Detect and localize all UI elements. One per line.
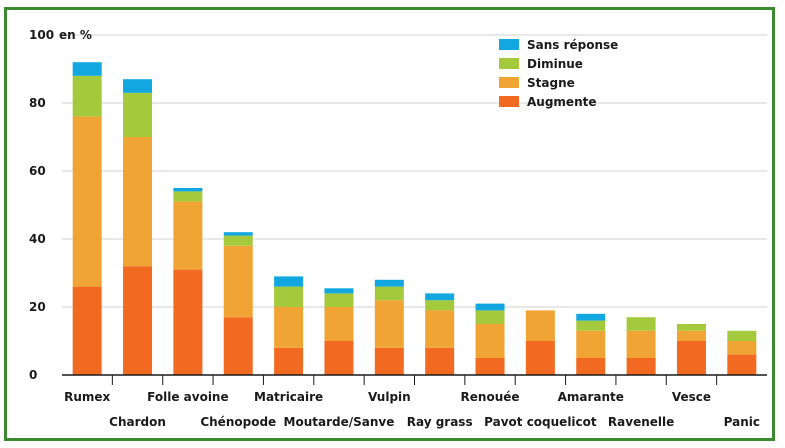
bar-segment [72, 116, 102, 287]
axes: 0 20 40 60 80 100 Rumex Chardon Folle avoine Chén… [29, 28, 767, 429]
bar-segment [676, 330, 706, 341]
bar-segment [525, 341, 555, 375]
bar-segment [324, 288, 354, 294]
bar-segment [626, 358, 656, 375]
x-tick-label: Chardon [109, 415, 166, 429]
bar-segment [374, 300, 404, 348]
bar-segment [576, 320, 606, 331]
y-tick-label: 40 [29, 232, 46, 246]
bar-segment [324, 307, 354, 341]
legend-swatch [499, 96, 519, 107]
x-tick-label: Rumex [64, 390, 110, 404]
x-tick-label: Renouée [461, 390, 520, 404]
x-tick-label: Chénopode [200, 415, 276, 429]
bar-segment [173, 269, 203, 375]
bar-segment [324, 341, 354, 375]
bar-segment [274, 276, 304, 287]
bar-segment [123, 79, 153, 93]
bar-segment [525, 310, 555, 341]
x-tick-label: Panic [724, 415, 760, 429]
x-tick-label: Pavot coquelicot [484, 415, 597, 429]
bar-segment [274, 307, 304, 348]
bar-segment [123, 92, 153, 137]
bar-segment [374, 286, 404, 301]
bar-segment [72, 62, 102, 76]
x-tick-label: Ray grass [407, 415, 473, 429]
legend-label: Diminue [527, 57, 583, 71]
bar-segment [576, 313, 606, 321]
y-tick-label: 100 [29, 28, 54, 42]
bar-segment [173, 191, 203, 202]
x-tick-label: Ravenelle [608, 415, 674, 429]
bar-segment [425, 293, 455, 301]
x-tick-label: Vesce [672, 390, 711, 404]
x-tick-label: Folle avoine [147, 390, 228, 404]
bar-segment [576, 358, 606, 375]
legend: Sans réponse Diminue Stagne Augmente [499, 38, 618, 109]
bar-segment [173, 188, 203, 192]
y-tick-label: 0 [29, 368, 37, 382]
bar-segment [626, 317, 656, 331]
bar-segment [173, 201, 203, 270]
bar-segment [626, 330, 656, 358]
bar-segment [475, 303, 505, 311]
bar-segment [72, 75, 102, 117]
stacked-bar-chart: 0 20 40 60 80 100 Rumex Chardon Folle avoine Chén… [29, 28, 767, 429]
bar-segment [123, 137, 153, 267]
x-tick-label: Vulpin [368, 390, 411, 404]
bar-segment [223, 317, 253, 375]
bar-segment [425, 347, 455, 375]
bar-segment [72, 286, 102, 375]
y-unit-label: en % [59, 28, 92, 42]
bar-segment [223, 245, 253, 318]
legend-label: Augmente [527, 95, 596, 109]
y-tick-label: 20 [29, 300, 46, 314]
y-tick-label: 60 [29, 164, 46, 178]
legend-swatch [499, 39, 519, 50]
bar-segment [727, 354, 757, 375]
bar-segment [425, 300, 455, 311]
bar-segment [576, 330, 606, 358]
bar-segment [274, 286, 304, 307]
gridlines [62, 34, 767, 308]
legend-label: Stagne [527, 76, 575, 90]
bar-segment [324, 293, 354, 307]
bar-segment [475, 310, 505, 324]
legend-label: Sans réponse [527, 38, 618, 52]
bar-segment [223, 235, 253, 246]
bar-segment [727, 341, 757, 355]
bar-segment [425, 310, 455, 348]
bar-segment [676, 324, 706, 331]
bar-segment [123, 266, 153, 375]
legend-swatch [499, 58, 519, 69]
bar-segment [374, 279, 404, 287]
bar-segment [475, 324, 505, 358]
bars [72, 62, 757, 375]
x-tick-label: Matricaire [254, 390, 323, 404]
bar-segment [274, 347, 304, 375]
bar-segment [727, 330, 757, 341]
bar-segment [676, 341, 706, 375]
bar-segment [475, 358, 505, 375]
legend-swatch [499, 77, 519, 88]
bar-segment [223, 232, 253, 236]
x-tick-label: Moutarde/Sanve [284, 415, 395, 429]
y-tick-label: 80 [29, 96, 46, 110]
x-tick-label: Amarante [558, 390, 624, 404]
chart-frame: 0 20 40 60 80 100 Rumex Chardon Folle avoine Chén… [4, 7, 775, 441]
bar-segment [374, 347, 404, 375]
